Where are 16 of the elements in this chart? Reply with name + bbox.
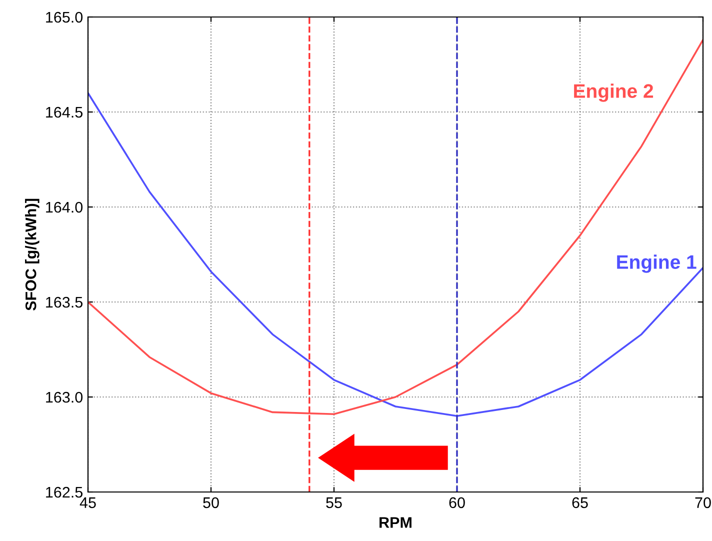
y-tick-label: 164.0 — [46, 202, 83, 213]
y-tick-label: 165.0 — [46, 12, 83, 23]
y-tick-label: 163.0 — [46, 392, 83, 403]
x-tick-label: 45 — [80, 497, 96, 508]
x-axis-title: RPM — [380, 517, 412, 528]
y-axis-title: SFOC [g/(kWh)] — [25, 198, 40, 310]
y-tick-label: 164.5 — [46, 106, 82, 118]
y-tick-label: 162.5 — [46, 486, 82, 498]
series-label: Engine 2 — [574, 84, 654, 102]
x-tick-label: 60 — [449, 497, 465, 508]
series-label: Engine 1 — [617, 254, 696, 273]
x-tick-label: 55 — [326, 497, 342, 508]
y-tick-label: 163.5 — [46, 296, 82, 308]
x-tick-label: 65 — [572, 497, 588, 508]
x-tick-label: 50 — [203, 497, 219, 508]
x-tick-label: 70 — [695, 497, 711, 508]
